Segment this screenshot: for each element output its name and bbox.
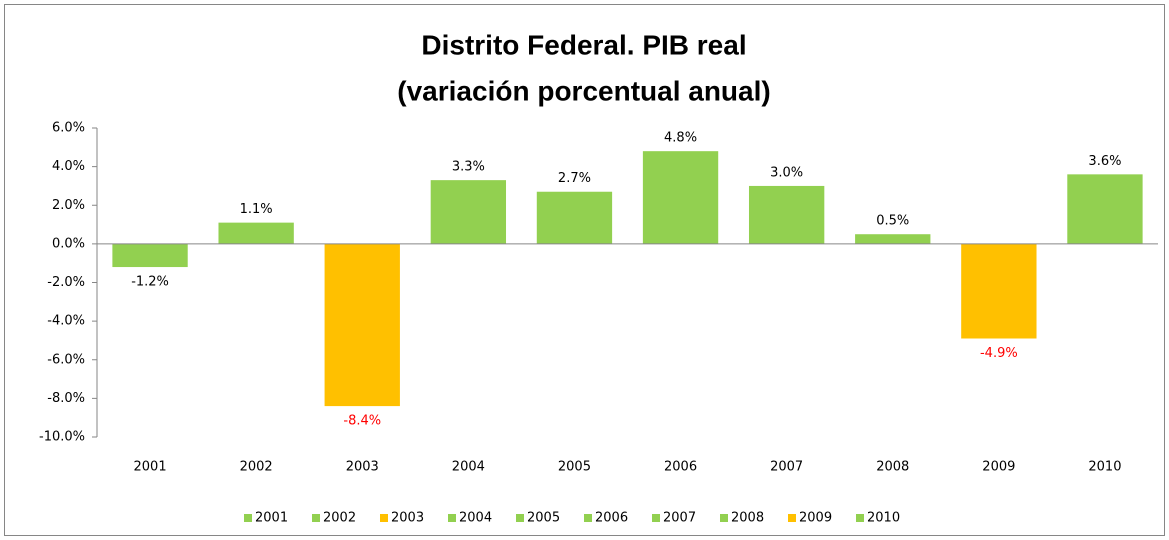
legend-label: 2005: [527, 511, 560, 526]
y-tick-label: -2.0%: [47, 275, 85, 290]
legend-swatch: [312, 514, 320, 522]
value-label: 1.1%: [240, 202, 273, 217]
y-tick-label: 2.0%: [52, 198, 85, 213]
legend-swatch: [244, 514, 252, 522]
legend-label: 2002: [323, 511, 356, 526]
x-tick-label: 2006: [664, 460, 697, 475]
value-label: -8.4%: [343, 414, 381, 429]
legend-swatch: [652, 514, 660, 522]
legend-label: 2006: [595, 511, 628, 526]
value-label: 4.8%: [664, 131, 697, 146]
bar: [1067, 174, 1143, 244]
legend-swatch: [788, 514, 796, 522]
x-tick-label: 2001: [134, 460, 167, 475]
value-label: 3.0%: [770, 165, 803, 180]
y-tick-label: 0.0%: [52, 236, 85, 251]
value-label: 3.6%: [1088, 154, 1121, 169]
y-tick-label: 6.0%: [52, 121, 85, 136]
legend-swatch: [448, 514, 456, 522]
x-tick-label: 2002: [240, 460, 273, 475]
bar: [961, 243, 1037, 339]
legend-swatch: [584, 514, 592, 522]
x-tick-label: 2010: [1088, 460, 1121, 475]
x-tick-label: 2008: [876, 460, 909, 475]
value-label: 2.7%: [558, 171, 591, 186]
legend-label: 2009: [799, 511, 832, 526]
x-tick-label: 2003: [346, 460, 379, 475]
x-tick-label: 2007: [770, 460, 803, 475]
legend-label: 2008: [731, 511, 764, 526]
chart-title: Distrito Federal. PIB real: [421, 29, 746, 60]
x-tick-label: 2009: [982, 460, 1015, 475]
legend-swatch: [856, 514, 864, 522]
chart-subtitle: (variación porcentual anual): [397, 75, 770, 106]
x-tick-label: 2005: [558, 460, 591, 475]
legend-label: 2007: [663, 511, 696, 526]
bar: [324, 243, 400, 407]
y-tick-label: -10.0%: [39, 430, 85, 445]
bar: [642, 151, 719, 244]
y-tick-label: 4.0%: [52, 159, 85, 174]
x-tick-label: 2004: [452, 460, 485, 475]
value-label: 0.5%: [876, 214, 909, 229]
bar: [218, 222, 294, 244]
value-label: 3.3%: [452, 160, 485, 175]
legend-label: 2004: [459, 511, 492, 526]
bar: [748, 185, 825, 244]
bar: [855, 234, 931, 244]
y-tick-label: -8.0%: [47, 391, 85, 406]
legend-swatch: [380, 514, 388, 522]
value-label: -4.9%: [980, 346, 1018, 361]
legend-label: 2010: [867, 511, 900, 526]
legend-label: 2001: [255, 511, 288, 526]
bar: [430, 180, 507, 244]
bar: [536, 191, 613, 244]
legend-swatch: [720, 514, 728, 522]
y-tick-label: -6.0%: [47, 352, 85, 367]
legend-label: 2003: [391, 511, 424, 526]
y-tick-label: -4.0%: [47, 314, 85, 329]
bar: [112, 243, 188, 268]
legend-swatch: [516, 514, 524, 522]
value-label: -1.2%: [131, 275, 169, 290]
